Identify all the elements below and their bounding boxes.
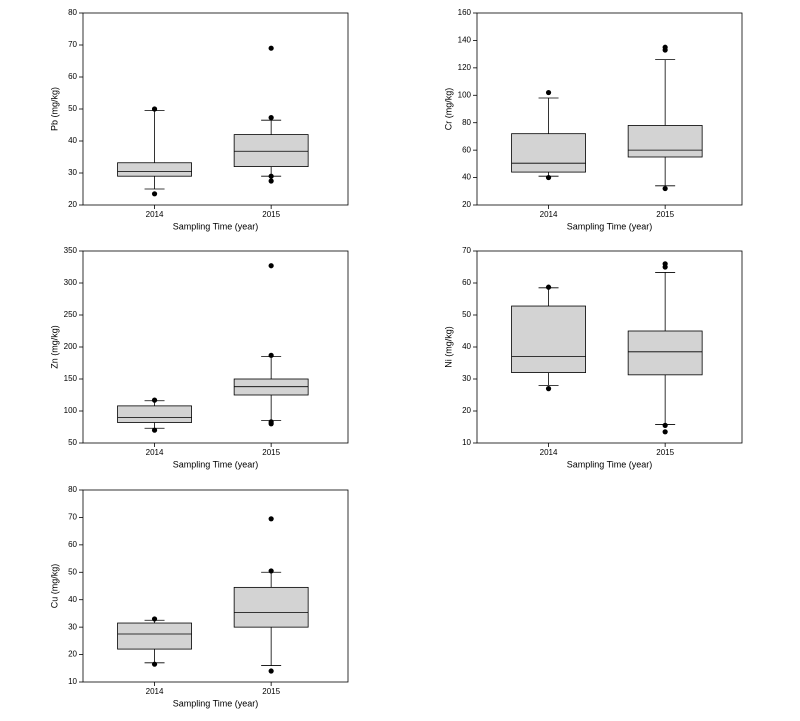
y-tick-label: 20 xyxy=(462,406,471,415)
outlier xyxy=(151,661,158,667)
y-tick-label: 60 xyxy=(68,72,77,81)
box xyxy=(117,405,192,423)
outlier xyxy=(268,419,274,425)
outlier xyxy=(151,106,158,112)
y-tick-label: 100 xyxy=(64,406,78,415)
y-tick-label: 60 xyxy=(462,278,471,287)
y-tick-label: 140 xyxy=(458,36,472,45)
box xyxy=(627,330,703,376)
y-tick-label: 70 xyxy=(68,40,77,49)
y-tick-label: 10 xyxy=(68,677,77,686)
outlier xyxy=(545,386,552,392)
outlier xyxy=(268,45,274,51)
y-tick-label: 120 xyxy=(458,63,472,72)
y-tick-label: 350 xyxy=(64,246,78,255)
box xyxy=(627,125,703,158)
y-tick-label: 160 xyxy=(458,8,472,17)
outlier xyxy=(662,261,668,267)
y-tick-label: 50 xyxy=(68,104,77,113)
outlier xyxy=(151,191,158,197)
x-tick-label: 2015 xyxy=(262,210,280,219)
x-axis-label: Sampling Time (year) xyxy=(567,221,653,231)
y-tick-label: 80 xyxy=(68,8,77,17)
x-tick-label: 2014 xyxy=(146,448,164,457)
box xyxy=(233,586,309,628)
y-tick-label: 40 xyxy=(68,595,77,604)
y-tick-label: 20 xyxy=(462,200,471,209)
x-tick-label: 2015 xyxy=(656,448,674,457)
outlier xyxy=(268,173,274,179)
outlier xyxy=(268,263,274,269)
y-axis-label: Zn (mg/kg) xyxy=(49,325,59,369)
y-axis-label: Ni (mg/kg) xyxy=(443,326,453,368)
outlier xyxy=(151,427,158,433)
y-tick-label: 250 xyxy=(64,310,78,319)
x-tick-label: 2015 xyxy=(262,687,280,696)
box xyxy=(511,305,586,374)
y-tick-label: 30 xyxy=(462,374,471,383)
y-tick-label: 200 xyxy=(64,342,78,351)
y-tick-label: 30 xyxy=(68,622,77,631)
outlier xyxy=(662,429,668,435)
y-axis-label: Cr (mg/kg) xyxy=(443,88,453,131)
y-tick-label: 20 xyxy=(68,650,77,659)
y-tick-label: 50 xyxy=(68,438,77,447)
plot-frame xyxy=(82,489,349,683)
outlier xyxy=(151,397,158,403)
outlier xyxy=(545,284,552,290)
outlier xyxy=(268,352,274,358)
y-tick-label: 40 xyxy=(462,173,471,182)
box xyxy=(117,622,192,650)
y-tick-label: 70 xyxy=(68,513,77,522)
y-tick-label: 60 xyxy=(462,145,471,154)
y-tick-label: 50 xyxy=(462,310,471,319)
x-tick-label: 2014 xyxy=(146,210,164,219)
y-tick-label: 150 xyxy=(64,374,78,383)
y-tick-label: 80 xyxy=(68,485,77,494)
y-tick-label: 60 xyxy=(68,540,77,549)
y-tick-label: 50 xyxy=(68,567,77,576)
plot-frame xyxy=(476,12,743,206)
x-tick-label: 2015 xyxy=(262,448,280,457)
outlier xyxy=(268,516,274,522)
y-tick-label: 10 xyxy=(462,438,471,447)
outlier xyxy=(268,178,274,184)
x-tick-label: 2015 xyxy=(656,210,674,219)
y-tick-label: 80 xyxy=(462,118,471,127)
outlier xyxy=(662,422,668,428)
box xyxy=(117,162,192,177)
outlier xyxy=(151,616,158,622)
y-tick-label: 100 xyxy=(458,90,472,99)
y-tick-label: 70 xyxy=(462,246,471,255)
outlier xyxy=(545,174,552,181)
box xyxy=(511,133,586,173)
y-tick-label: 300 xyxy=(64,278,78,287)
outlier xyxy=(662,185,668,192)
outlier xyxy=(662,44,668,50)
x-tick-label: 2014 xyxy=(540,448,558,457)
outlier xyxy=(268,115,274,121)
x-axis-label: Sampling Time (year) xyxy=(567,459,653,469)
x-axis-label: Sampling Time (year) xyxy=(173,459,259,469)
y-axis-label: Pb (mg/kg) xyxy=(49,87,59,131)
x-tick-label: 2014 xyxy=(540,210,558,219)
y-tick-label: 20 xyxy=(68,200,77,209)
x-tick-label: 2014 xyxy=(146,687,164,696)
box xyxy=(233,134,309,168)
outlier xyxy=(545,89,552,96)
outlier xyxy=(268,668,274,674)
y-axis-label: Cu (mg/kg) xyxy=(49,564,59,609)
x-axis-label: Sampling Time (year) xyxy=(173,698,259,708)
x-axis-label: Sampling Time (year) xyxy=(173,221,259,231)
y-tick-label: 40 xyxy=(462,342,471,351)
y-tick-label: 40 xyxy=(68,136,77,145)
y-tick-label: 30 xyxy=(68,168,77,177)
outlier xyxy=(268,568,274,574)
